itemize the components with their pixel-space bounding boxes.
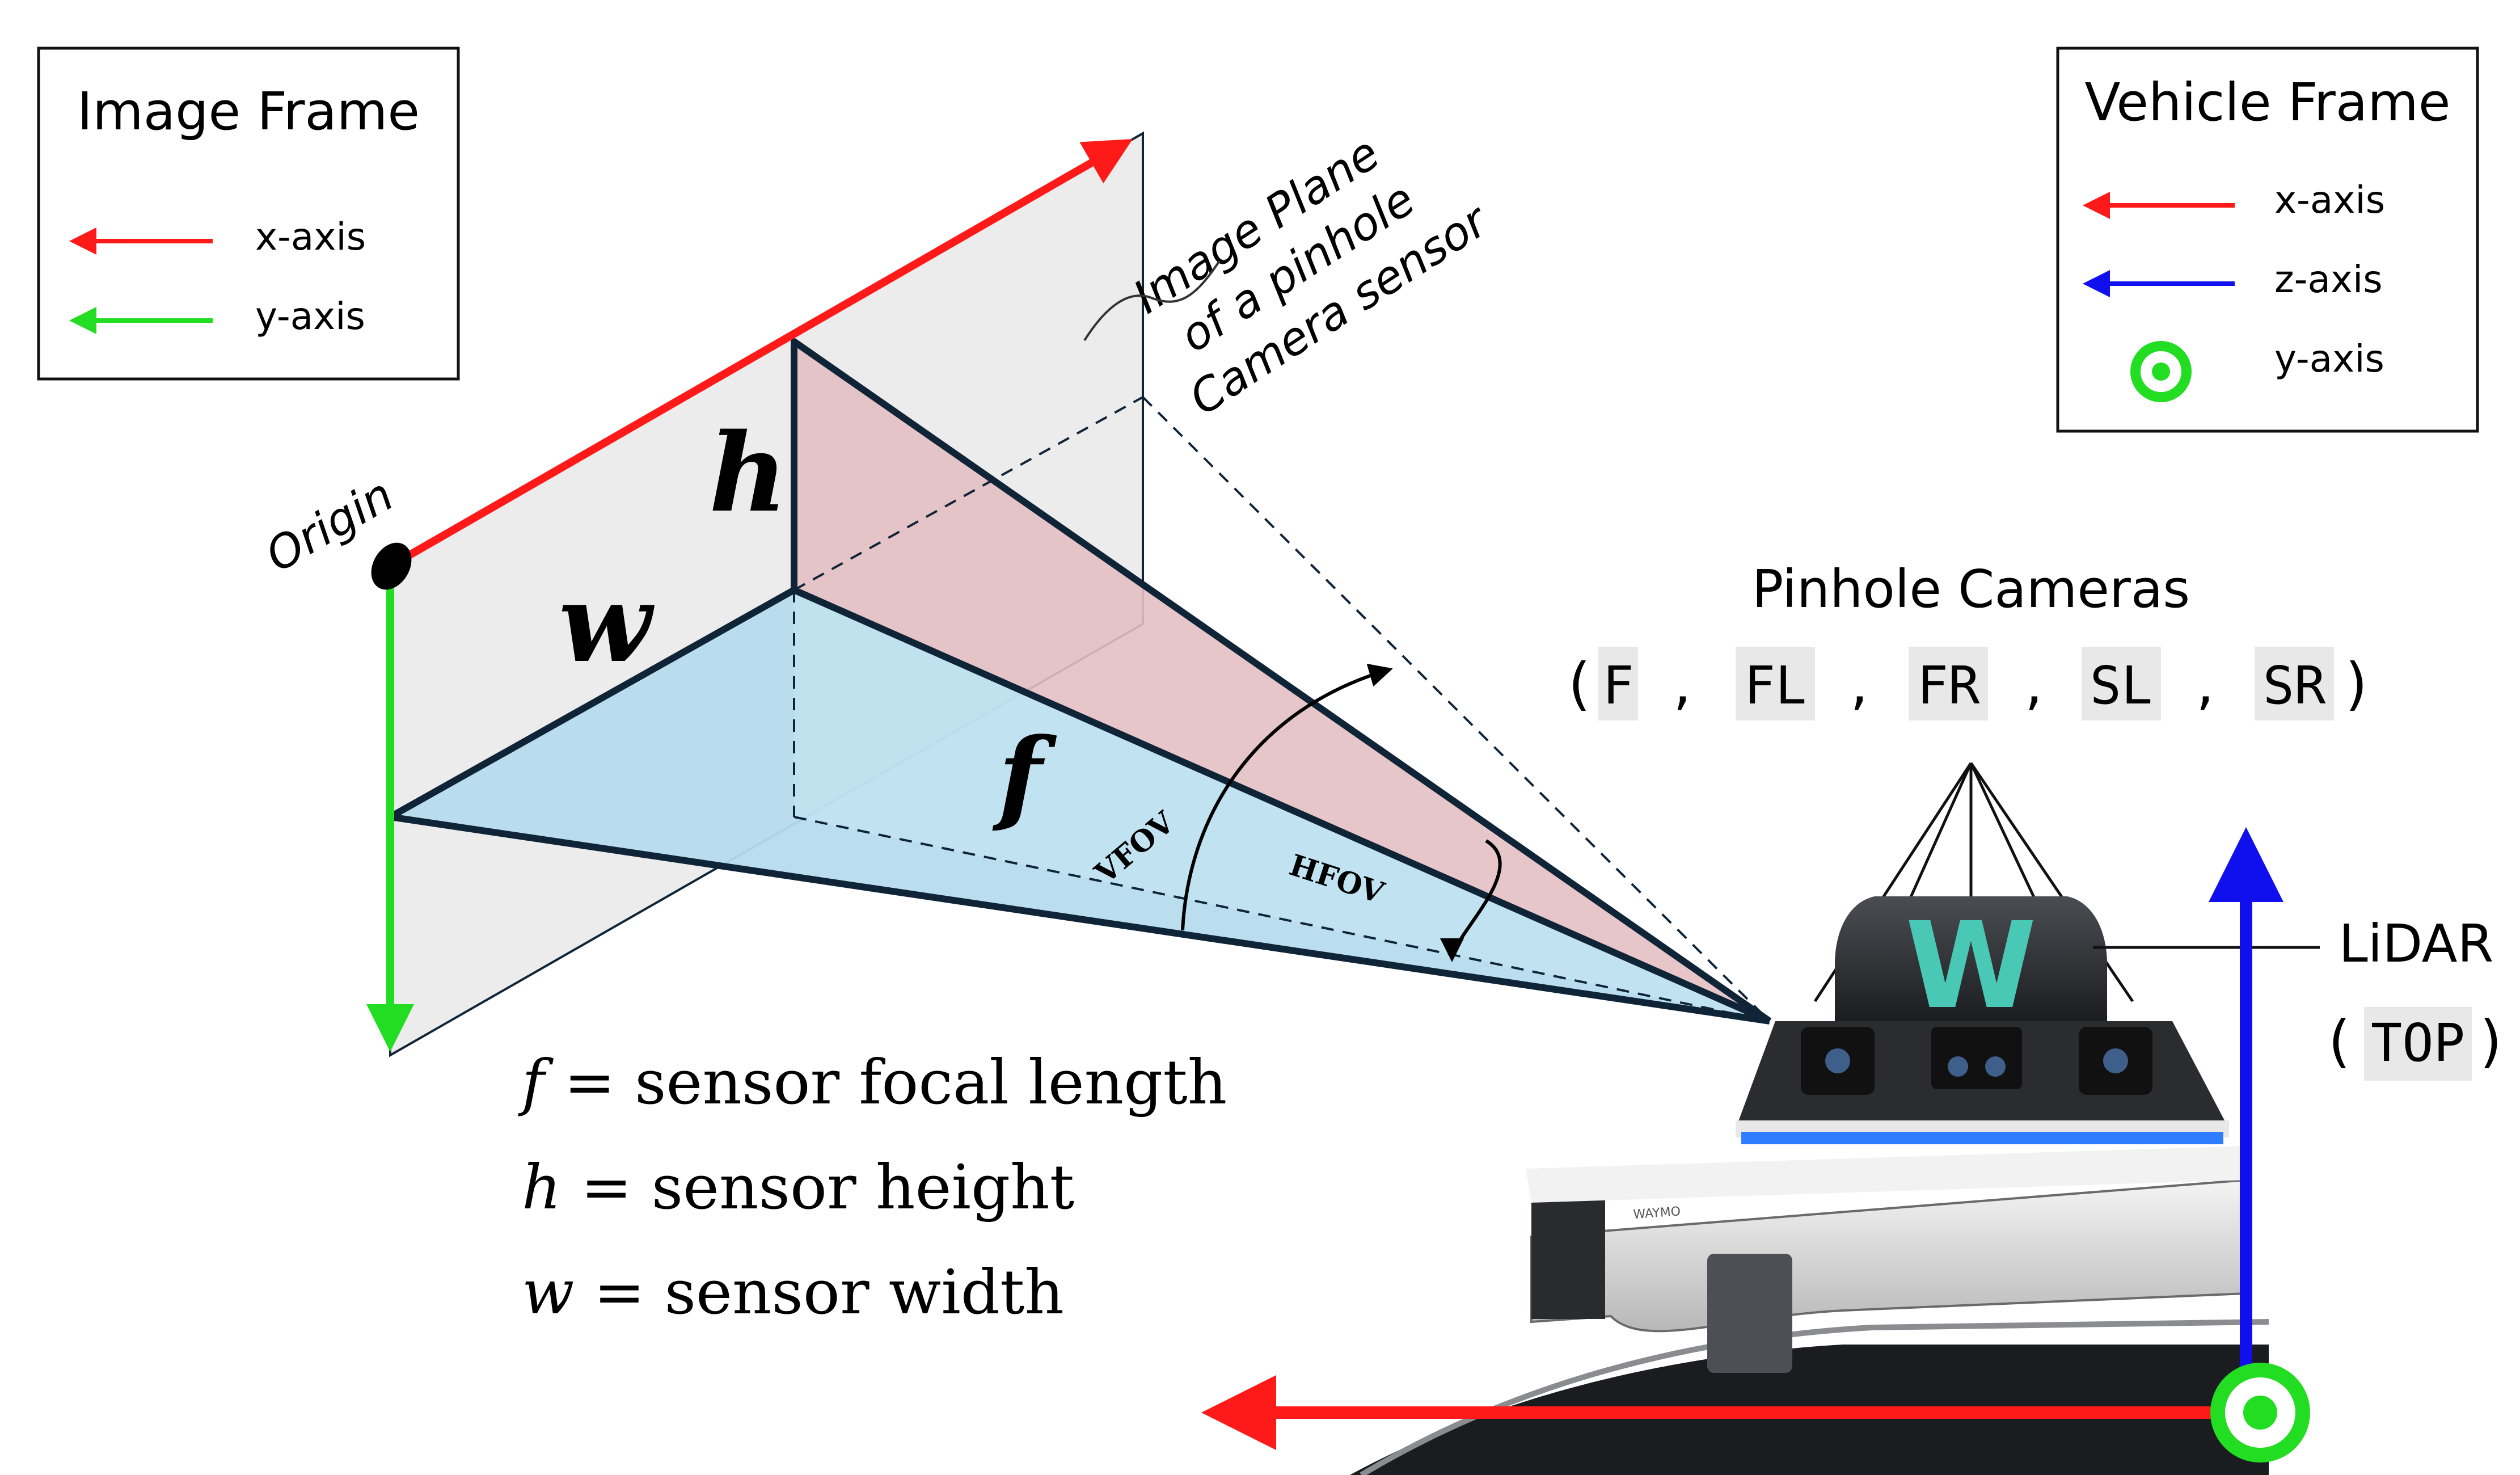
image-plane-label: Image Plane of a pinhole Camera sensor bbox=[1124, 127, 1499, 425]
lidar-code: TOP bbox=[2371, 1013, 2465, 1073]
vfov-arc bbox=[1181, 663, 1393, 931]
vehicle-roof-rack bbox=[1530, 1178, 2247, 1333]
camera-code-sl-chip bbox=[2082, 647, 2161, 720]
origin-point bbox=[371, 542, 412, 590]
sensor-pod-glow bbox=[1526, 1146, 2246, 1203]
image-frame-legend: Image Frame x-axis y-axis bbox=[37, 47, 460, 381]
definitions: f = sensor focal length h = sensor heigh… bbox=[518, 1047, 1227, 1328]
vehicle-y-axis-marker bbox=[2210, 1363, 2310, 1463]
pinhole-cameras-label: Pinhole Cameras ( F , FL , FR , SL , SR … bbox=[1568, 559, 2367, 720]
definition-f: f = sensor focal length bbox=[518, 1047, 1227, 1118]
camera-lens-fl bbox=[1825, 1048, 1850, 1073]
camera-housing-f bbox=[1931, 1027, 2022, 1089]
definition-h-text: = sensor height bbox=[562, 1152, 1075, 1223]
camera-separator-4: , bbox=[2196, 651, 2214, 717]
camera-code-fl-chip bbox=[1736, 647, 1815, 720]
camera-lens-f-right bbox=[1985, 1056, 2006, 1077]
pinhole-open-paren: ( bbox=[1568, 651, 1590, 717]
camera-separator-2: , bbox=[1850, 651, 1868, 717]
roof-rack-end-cap bbox=[1531, 1197, 1605, 1319]
frustum-hidden-edges bbox=[793, 396, 1771, 1022]
w-symbol: w bbox=[559, 560, 655, 686]
pinhole-cameras-title: Pinhole Cameras bbox=[1752, 559, 2190, 620]
camera-code-f: F bbox=[1602, 655, 1633, 716]
vehicle-frame-legend-title: Vehicle Frame bbox=[2085, 72, 2451, 133]
camera-code-f-chip bbox=[1598, 647, 1638, 720]
lidar-code-chip bbox=[2364, 1007, 2472, 1081]
definition-w-symbol: w bbox=[522, 1257, 574, 1328]
definition-w: w = sensor width bbox=[522, 1257, 1064, 1328]
camera-separator-3: , bbox=[2025, 651, 2043, 717]
image-plane-label-leader bbox=[1083, 260, 1221, 342]
camera-code-fr: FR bbox=[1917, 655, 1980, 716]
camera-code-fr-chip bbox=[1909, 647, 1988, 720]
vehicle-frame-z-axis-label: z-axis bbox=[2274, 258, 2383, 301]
definition-f-text: = sensor focal length bbox=[544, 1047, 1227, 1118]
lidar-close-paren: ) bbox=[2480, 1008, 2502, 1074]
sensor-pod-light-strip bbox=[1741, 1132, 2223, 1144]
camera-code-fl: FL bbox=[1744, 655, 1807, 716]
vehicle-badge: WAYMO bbox=[1633, 1204, 1681, 1222]
vehicle-illustration: WAYMO W bbox=[1350, 896, 2269, 1475]
vehicle-frame-y-axis-label: y-axis bbox=[2274, 337, 2384, 381]
vehicle-frame-legend-box bbox=[2056, 47, 2479, 433]
image-frame-legend-box bbox=[37, 47, 460, 381]
image-frame-legend-title: Image Frame bbox=[77, 81, 420, 142]
vehicle-roof-edge bbox=[1360, 1319, 2269, 1475]
definition-h-symbol: h bbox=[522, 1152, 562, 1223]
image-frame-y-axis-label: y-axis bbox=[255, 294, 365, 338]
hfov-arc bbox=[1440, 839, 1502, 962]
vehicle-logo: W bbox=[1905, 896, 2037, 1035]
roof-rack-mount bbox=[1707, 1254, 1792, 1373]
lidar-open-paren: ( bbox=[2328, 1008, 2350, 1074]
h-symbol: h bbox=[709, 410, 787, 536]
camera-lens-fr bbox=[2103, 1048, 2128, 1073]
lidar-dome bbox=[1835, 896, 2107, 1021]
vehicle-frame-y-axis-swatch bbox=[2130, 341, 2192, 402]
vehicle-frame-legend: Vehicle Frame x-axis z-axis y-axis bbox=[2056, 47, 2479, 433]
camera-separator-1: , bbox=[1673, 651, 1691, 717]
lidar-label: LiDAR bbox=[2339, 913, 2494, 974]
image-frame-x-axis-label: x-axis bbox=[255, 215, 366, 259]
camera-code-sr: SR bbox=[2263, 655, 2326, 716]
camera-lens-f-left bbox=[1948, 1056, 1968, 1077]
vehicle-frame-x-axis-label: x-axis bbox=[2274, 178, 2385, 222]
definition-w-text: = sensor width bbox=[574, 1257, 1064, 1328]
definition-h: h = sensor height bbox=[522, 1152, 1074, 1223]
camera-code-sl: SL bbox=[2090, 655, 2153, 716]
pinhole-close-paren: ) bbox=[2345, 651, 2367, 717]
image-x-axis-arrow bbox=[388, 139, 1133, 570]
camera-code-sr-chip bbox=[2255, 647, 2334, 720]
